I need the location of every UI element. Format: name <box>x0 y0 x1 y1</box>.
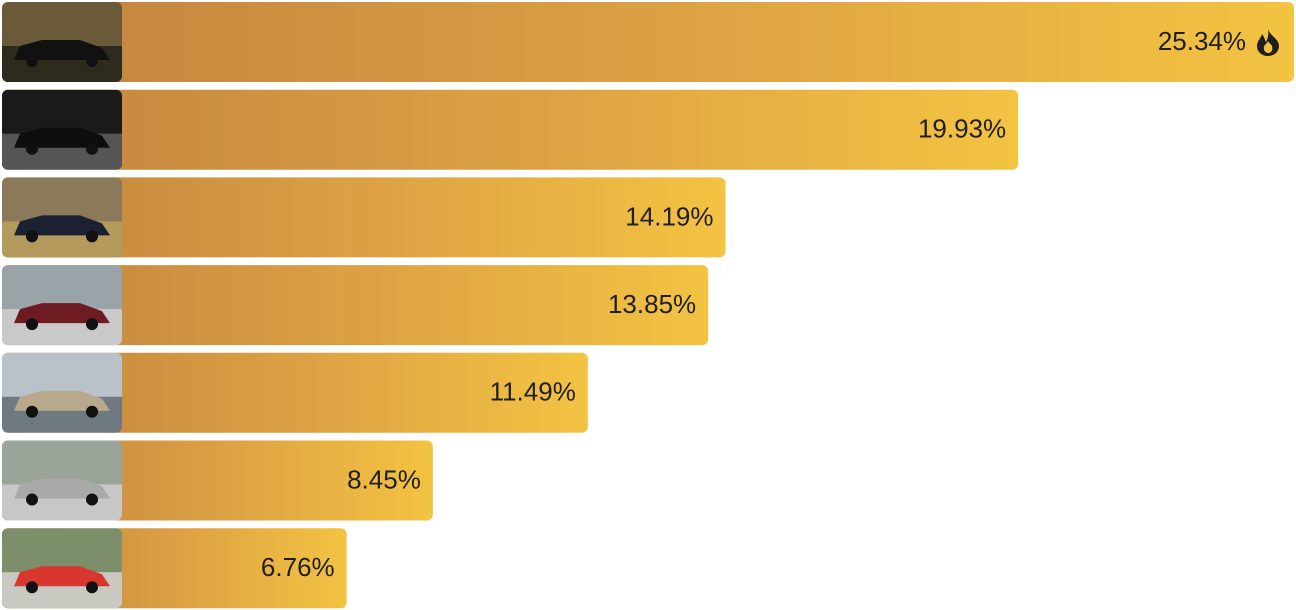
wheel <box>86 318 98 331</box>
bar <box>2 2 1294 82</box>
car <box>14 303 110 324</box>
value-label: 8.45% <box>347 464 421 494</box>
wheel <box>26 318 38 331</box>
wheel <box>26 493 38 506</box>
poll-row: 11.49% <box>2 352 588 433</box>
wheel <box>26 230 38 243</box>
poll-row: 13.85% <box>2 265 709 346</box>
bar <box>2 265 709 346</box>
hot-icon <box>1257 29 1279 56</box>
value-label: 11.49% <box>490 377 576 407</box>
wheel <box>86 230 98 243</box>
value-label: 14.19% <box>625 201 713 231</box>
value-label: 25.34% <box>1158 26 1246 56</box>
thumbnail <box>2 528 122 609</box>
wheel <box>26 55 38 67</box>
wheel <box>26 142 38 155</box>
poll-row: 8.45% <box>2 440 433 521</box>
value-label: 13.85% <box>608 289 696 319</box>
value-label: 19.93% <box>918 114 1006 144</box>
bar <box>2 177 726 258</box>
bar <box>2 89 1019 170</box>
poll-row: 19.93% <box>2 89 1019 170</box>
wheel <box>86 405 98 418</box>
wheel <box>86 55 98 67</box>
poll-row: 6.76% <box>2 528 347 609</box>
value-label: 6.76% <box>261 552 335 582</box>
wheel <box>86 493 98 506</box>
thumbnail <box>2 89 122 170</box>
thumbnail <box>2 2 122 82</box>
poll-row: 25.34% <box>2 2 1294 82</box>
wheel <box>26 405 38 418</box>
thumbnail <box>2 177 122 258</box>
wheel <box>86 142 98 155</box>
thumbnail <box>2 440 122 521</box>
car <box>14 566 110 587</box>
wheel <box>86 581 98 594</box>
car <box>14 127 110 148</box>
car <box>14 390 110 411</box>
car <box>14 40 110 60</box>
wheel <box>26 581 38 594</box>
thumbnail <box>2 265 122 346</box>
thumbnail <box>2 352 122 433</box>
poll-row: 14.19% <box>2 177 726 258</box>
car <box>14 215 110 236</box>
bar <box>2 352 588 433</box>
car <box>14 478 110 499</box>
